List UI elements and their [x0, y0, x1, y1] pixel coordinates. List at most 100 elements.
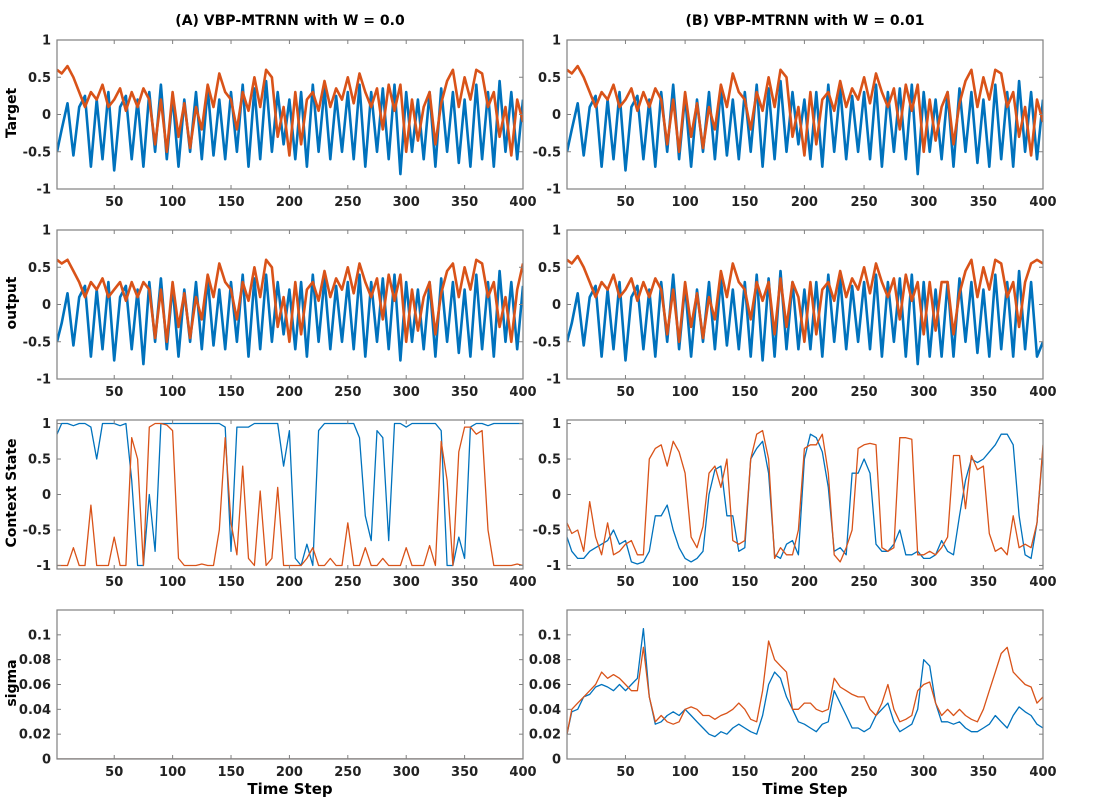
x-tick-label: 250: [334, 575, 361, 590]
x-tick-label: 350: [970, 575, 997, 590]
x-tick-label: 300: [910, 195, 937, 210]
x-tick-label: 50: [105, 765, 123, 780]
y-tick-label: -1: [37, 183, 51, 198]
ylabel-sigma: sigma: [4, 659, 20, 707]
x-tick-label: 200: [276, 575, 303, 590]
x-tick-label: 100: [159, 385, 186, 400]
y-tick-label: -1: [37, 373, 51, 388]
panel-b-context-state: 50 100 150 200 250 300 350 400 -1 -0.5 0 0.5 1: [533, 417, 1057, 590]
y-tick-label: 1: [552, 224, 561, 239]
y-tick-label: 1: [42, 224, 51, 239]
x-tick-label: 200: [276, 765, 303, 780]
x-tick-label: 100: [159, 575, 186, 590]
y-tick-label: -0.5: [533, 145, 561, 160]
series-line-2: [567, 429, 1043, 563]
x-tick-label: 100: [672, 765, 699, 780]
panel-b-output: 50 100 150 200 250 300 350 400 -1 -0.5 0 0.5 1: [533, 224, 1057, 401]
x-tick-label: 300: [393, 385, 420, 400]
y-tick-label: 0.04: [529, 703, 561, 718]
x-tick-label: 200: [276, 195, 303, 210]
y-tick-label: 0.06: [19, 678, 51, 693]
series-line-2: [57, 64, 523, 157]
x-tick-label: 400: [1029, 575, 1056, 590]
x-tick-label: 150: [731, 195, 758, 210]
y-tick-label: 0.04: [19, 703, 51, 718]
y-tick-label: -0.5: [23, 523, 51, 538]
x-tick-label: 100: [159, 195, 186, 210]
y-tick-label: 0: [42, 108, 51, 123]
x-tick-label: 400: [1029, 385, 1056, 400]
x-tick-label: 150: [217, 195, 244, 210]
panel-a-output: 50 100 150 200 250 300 350 400 -1 -0.5 0 0.5 1: [23, 224, 537, 401]
x-tick-label: 300: [910, 385, 937, 400]
x-tick-label: 250: [850, 765, 877, 780]
series-line-1: [57, 79, 523, 176]
y-tick-label: -1: [547, 559, 561, 574]
x-tick-label: 350: [451, 385, 478, 400]
y-tick-label: 0.1: [28, 628, 51, 643]
y-tick-label: 0: [552, 753, 561, 768]
series-line-1: [57, 269, 523, 366]
x-tick-label: 400: [509, 765, 536, 780]
y-tick-label: -0.5: [23, 335, 51, 350]
x-tick-label: 50: [616, 575, 634, 590]
y-tick-label: 1: [552, 417, 561, 432]
x-tick-label: 150: [217, 575, 244, 590]
x-tick-label: 100: [672, 575, 699, 590]
y-tick-label: 0: [42, 298, 51, 313]
x-tick-label: 100: [672, 195, 699, 210]
x-tick-label: 50: [616, 195, 634, 210]
y-tick-label: -0.5: [533, 335, 561, 350]
x-tick-label: 250: [334, 195, 361, 210]
series-line-2: [567, 254, 1043, 344]
x-tick-label: 350: [451, 765, 478, 780]
x-tick-label: 150: [217, 385, 244, 400]
series-line-2: [567, 64, 1043, 157]
series-line-2: [57, 258, 523, 344]
x-tick-label: 50: [616, 765, 634, 780]
y-tick-label: 0: [552, 108, 561, 123]
y-tick-label: -0.5: [23, 145, 51, 160]
ylabel-target: Target: [4, 87, 20, 139]
x-tick-label: 50: [105, 195, 123, 210]
y-tick-label: 0.02: [19, 728, 51, 743]
x-tick-label: 300: [910, 575, 937, 590]
xlabel-left: Time Step: [247, 780, 333, 798]
panel-b-sigma: 50 100 150 200 250 300 350 400 0 0.02 0.04 0.06 0.08…: [529, 609, 1057, 780]
x-tick-label: 200: [791, 195, 818, 210]
x-tick-label: 50: [105, 575, 123, 590]
axes-box: [566, 419, 1044, 570]
x-tick-label: 100: [159, 765, 186, 780]
y-tick-label: -1: [547, 183, 561, 198]
y-tick-label: 0.08: [529, 653, 561, 668]
x-tick-label: 300: [393, 195, 420, 210]
x-tick-label: 50: [616, 385, 634, 400]
y-tick-label: -1: [547, 373, 561, 388]
x-tick-label: 200: [276, 385, 303, 400]
x-tick-label: 300: [393, 575, 420, 590]
series-line-1: [567, 79, 1043, 176]
panel-a-context-state: 50 100 150 200 250 300 350 400 -1 -0.5 0 0.5 1: [23, 417, 537, 590]
ylabel-context-state: Context State: [4, 438, 20, 548]
x-tick-label: 350: [970, 385, 997, 400]
x-tick-label: 400: [1029, 195, 1056, 210]
x-tick-label: 150: [217, 765, 244, 780]
y-tick-label: 0.02: [529, 728, 561, 743]
x-tick-label: 350: [970, 765, 997, 780]
y-tick-label: 0: [42, 488, 51, 503]
y-tick-label: 0.5: [28, 71, 51, 86]
y-tick-label: 0.5: [28, 453, 51, 468]
title-right: (B) VBP-MTRNN with W = 0.01: [685, 13, 925, 29]
x-tick-label: 300: [393, 765, 420, 780]
panel-a-target: 50 100 150 200 250 300 350 400 -1 -0.5 0 0.5 1: [23, 34, 537, 211]
x-tick-label: 200: [791, 575, 818, 590]
x-tick-label: 250: [850, 385, 877, 400]
x-tick-label: 400: [509, 575, 536, 590]
x-tick-label: 300: [910, 765, 937, 780]
x-tick-label: 350: [970, 195, 997, 210]
y-tick-label: 1: [552, 34, 561, 49]
x-tick-label: 250: [850, 575, 877, 590]
x-tick-label: 50: [105, 385, 123, 400]
series-line-1: [57, 422, 523, 567]
